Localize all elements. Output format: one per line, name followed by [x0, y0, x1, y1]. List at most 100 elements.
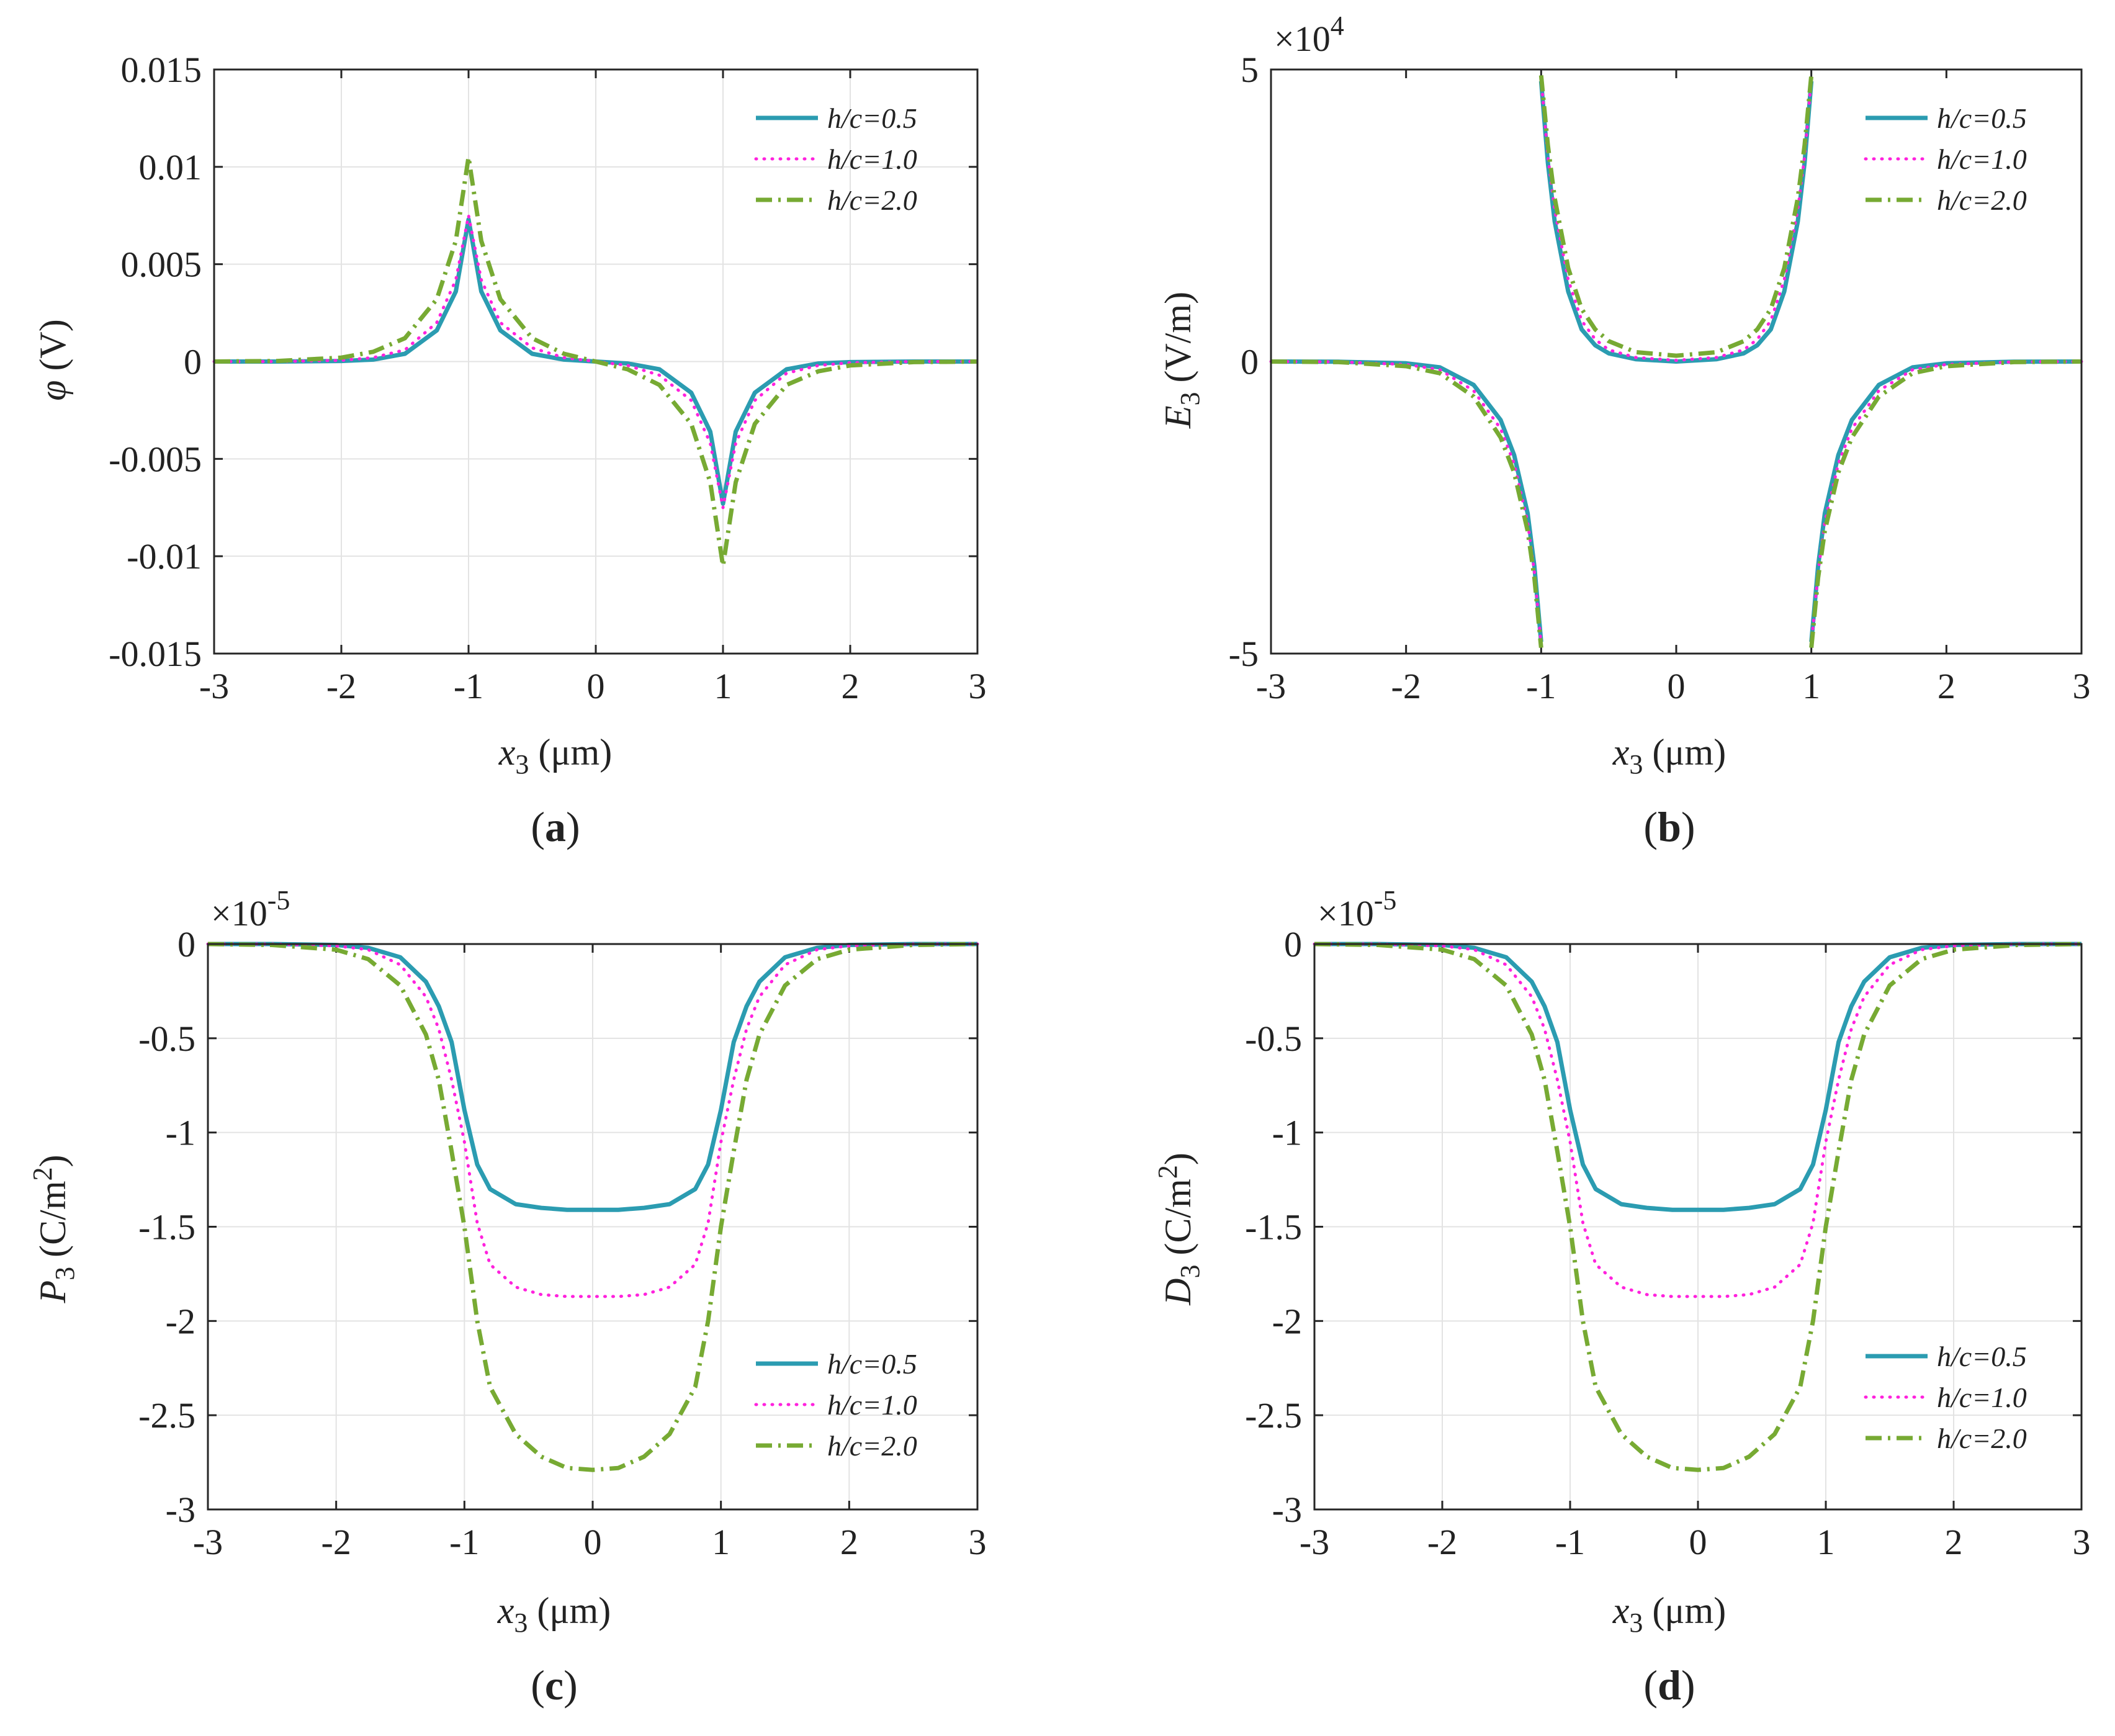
- x-tick-label: -3: [199, 666, 229, 706]
- x-tick-label: -2: [1427, 1522, 1457, 1562]
- legend-label: h/c=2.0: [1937, 1423, 2027, 1454]
- x-tick-label: 0: [1668, 666, 1686, 706]
- series-h-c-1-0: [1313, 942, 2083, 1298]
- x-tick-label: -3: [1256, 666, 1286, 706]
- x-axis-label: x3 (μm): [1612, 732, 1726, 780]
- series-line: [1314, 942, 2082, 1472]
- y-tick-label: 0: [177, 924, 195, 965]
- y-tick-label: -0.01: [127, 536, 202, 577]
- y-tick-label: -3: [166, 1490, 195, 1530]
- y-tick-label: -1: [1272, 1113, 1302, 1153]
- y-tick-label: -0.005: [109, 439, 202, 479]
- x-tick-label: 3: [969, 666, 987, 706]
- x-tick-label: 0: [1689, 1522, 1707, 1562]
- legend-label: h/c=1.0: [1937, 143, 2027, 175]
- axis-exponent: ×10-5: [211, 885, 290, 933]
- x-tick-label: 1: [1802, 666, 1820, 706]
- subplot-c: -3 -2 -1 0 1 2 3 -3 -2.5 -2 -1.5 -1 -0.5 0 ×10-5 h/c=0.…: [27, 885, 987, 1709]
- legend-label: h/c=2.0: [827, 1430, 917, 1462]
- y-tick-label: 5: [1241, 50, 1259, 90]
- x-tick-label: 1: [1817, 1522, 1835, 1562]
- y-tick-label: -2: [1272, 1301, 1302, 1341]
- x-tick-label: -3: [193, 1522, 223, 1562]
- y-tick-label: 0.01: [139, 147, 202, 187]
- series-line-segment: [1270, 359, 1543, 648]
- series-h-c-2-0: [1314, 942, 2082, 1472]
- series-h-c-2-0: [1270, 75, 2082, 648]
- series-h-c-0-5: [208, 942, 977, 1212]
- y-axis-label: φ (V): [32, 319, 73, 401]
- axis-exponent: ×10-5: [1318, 885, 1396, 933]
- x-tick-label: -1: [449, 1522, 479, 1562]
- series-h-c-2-0: [213, 155, 978, 569]
- legend-label: h/c=0.5: [827, 1348, 917, 1380]
- subplot-b: -3 -2 -1 0 1 2 3 -5 0 5 ×104 h/c=0.5 h/c=1.0 h/c=2.0 x…: [1157, 11, 2091, 850]
- subplot-caption: (b): [1643, 803, 1695, 850]
- series-line: [1313, 942, 2083, 1298]
- y-tick-label: -0.5: [138, 1019, 195, 1059]
- subplot-a: -3 -2 -1 0 1 2 3 -0.015 -0.01 -0.005 0 0.005 0.01 0.0…: [32, 50, 987, 850]
- axes-box: [1270, 68, 2083, 655]
- y-tick-label: -1: [166, 1113, 195, 1153]
- x-axis-label: x3 (μm): [497, 1590, 611, 1638]
- y-tick-label: -3: [1272, 1490, 1302, 1530]
- legend: h/c=0.5 h/c=1.0 h/c=2.0: [754, 102, 917, 216]
- x-tick-label: -2: [326, 666, 356, 706]
- subplot-caption: (a): [531, 803, 580, 850]
- y-tick-label: 0: [1284, 924, 1302, 965]
- x-tick-label: 2: [1945, 1522, 1963, 1562]
- x-tick-label: -2: [1391, 666, 1421, 706]
- axis-exponent: ×104: [1274, 11, 1344, 59]
- axes-box: [213, 68, 979, 655]
- legend-label: h/c=0.5: [827, 102, 917, 134]
- x-tick-label: 0: [587, 666, 605, 706]
- y-tick-label: -5: [1229, 634, 1259, 674]
- legend-label: h/c=1.0: [827, 143, 917, 175]
- x-tick-label: -1: [454, 666, 483, 706]
- legend: h/c=0.5 h/c=1.0 h/c=2.0: [1864, 1341, 2027, 1454]
- y-tick-label: 0: [1241, 342, 1259, 382]
- legend-label: h/c=1.0: [827, 1389, 917, 1421]
- series-line-segment: [1539, 76, 1813, 362]
- legend-label: h/c=2.0: [1937, 184, 2027, 216]
- x-tick-label: -1: [1555, 1522, 1585, 1562]
- legend: h/c=0.5 h/c=1.0 h/c=2.0: [754, 1348, 917, 1462]
- series-line: [208, 942, 977, 1212]
- x-tick-label: 1: [714, 666, 732, 706]
- y-tick-label: 0.015: [121, 50, 202, 90]
- subplot-d: -3 -2 -1 0 1 2 3 -3 -2.5 -2 -1.5 -1 -0.5 0 ×10-5 h/c=0.…: [1152, 885, 2091, 1709]
- x-tick-label: -3: [1300, 1522, 1329, 1562]
- y-tick-label: -1.5: [1245, 1207, 1302, 1248]
- series-h-c-0-5: [1314, 942, 2081, 1212]
- series-line-segment: [1538, 75, 1814, 358]
- legend-label: h/c=2.0: [827, 184, 917, 216]
- x-tick-label: -2: [321, 1522, 351, 1562]
- y-axis-label: E3 (V/m): [1157, 292, 1205, 429]
- y-tick-label: -2: [166, 1301, 195, 1341]
- y-tick-label: 0: [184, 342, 202, 382]
- y-axis-label: P3 (C/m2): [27, 1155, 80, 1304]
- x-tick-label: 1: [712, 1522, 730, 1562]
- y-axis-label: D3 (C/m2): [1152, 1153, 1205, 1306]
- x-tick-label: 2: [1938, 666, 1956, 706]
- x-axis-label: x3 (μm): [498, 732, 612, 780]
- x-tick-label: 0: [584, 1522, 602, 1562]
- legend-label: h/c=0.5: [1937, 1341, 2027, 1372]
- series-line: [213, 155, 978, 569]
- axes-box: [207, 943, 979, 1511]
- x-tick-label: 3: [2073, 1522, 2091, 1562]
- subplot-caption: (d): [1643, 1662, 1695, 1709]
- y-tick-label: -1.5: [138, 1207, 195, 1248]
- y-tick-label: -0.5: [1245, 1019, 1302, 1059]
- legend-label: h/c=0.5: [1937, 102, 2027, 134]
- y-tick-label: -2.5: [1245, 1395, 1302, 1436]
- x-tick-label: -1: [1526, 666, 1556, 706]
- subplot-caption: (c): [531, 1662, 578, 1709]
- series-line: [1314, 942, 2081, 1212]
- x-tick-label: 2: [840, 1522, 858, 1562]
- y-tick-label: -2.5: [138, 1395, 195, 1436]
- x-tick-label: 3: [969, 1522, 987, 1562]
- x-tick-label: 3: [2073, 666, 2091, 706]
- series-line: [207, 942, 978, 1472]
